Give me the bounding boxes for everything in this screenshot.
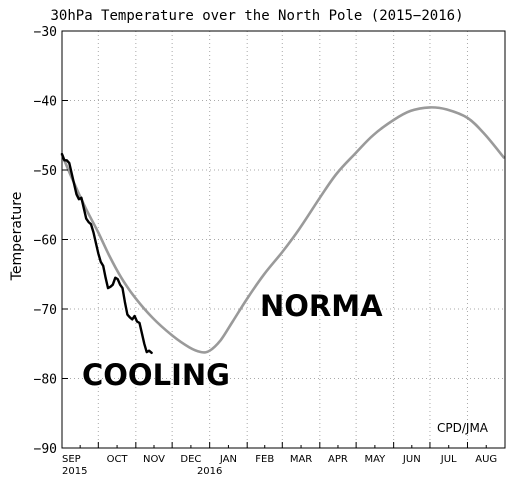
- y-tick-label: −40: [34, 95, 57, 110]
- chart-title: 30hPa Temperature over the North Pole (2…: [50, 8, 463, 24]
- observed-series-line: [60, 152, 153, 354]
- y-tick-label: −90: [34, 442, 57, 457]
- x-tick-label: JUN: [402, 454, 421, 465]
- y-tick-label: −30: [34, 25, 57, 40]
- y-tick-label: −70: [34, 303, 57, 318]
- y-tick-label: −60: [34, 234, 57, 249]
- cooling-annotation: COOLING: [82, 358, 230, 392]
- y-tick-label: −50: [34, 164, 57, 179]
- series-lines: [60, 106, 506, 354]
- x-tick-label: FEB: [255, 454, 274, 465]
- y-tick-label: −80: [34, 373, 57, 388]
- x-tick-year-label: 2016: [197, 466, 222, 477]
- y-axis-label: Temperature: [9, 192, 25, 282]
- x-tick-label: MAY: [364, 454, 386, 465]
- x-tick-label: AUG: [475, 454, 497, 465]
- grid-lines: [62, 31, 505, 448]
- x-tick-label: MAR: [290, 454, 312, 465]
- x-tick-year-label: 2015: [62, 466, 87, 477]
- x-tick-label: SEP: [62, 454, 81, 465]
- x-tick-label: APR: [328, 454, 348, 465]
- credit-label: CPD/JMA: [437, 421, 489, 435]
- x-tick-label: NOV: [143, 454, 165, 465]
- normal-series-line: [60, 106, 506, 354]
- x-tick-label: DEC: [180, 454, 201, 465]
- y-axis-ticks: −90 −80 −70 −60 −50 −40 −30: [34, 25, 68, 457]
- x-tick-label: OCT: [107, 454, 129, 465]
- normal-annotation: NORMA: [260, 289, 383, 323]
- x-tick-label: JUL: [440, 454, 457, 465]
- x-tick-label: JAN: [219, 454, 237, 465]
